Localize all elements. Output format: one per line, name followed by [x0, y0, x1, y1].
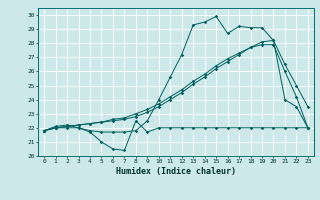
X-axis label: Humidex (Indice chaleur): Humidex (Indice chaleur) [116, 167, 236, 176]
